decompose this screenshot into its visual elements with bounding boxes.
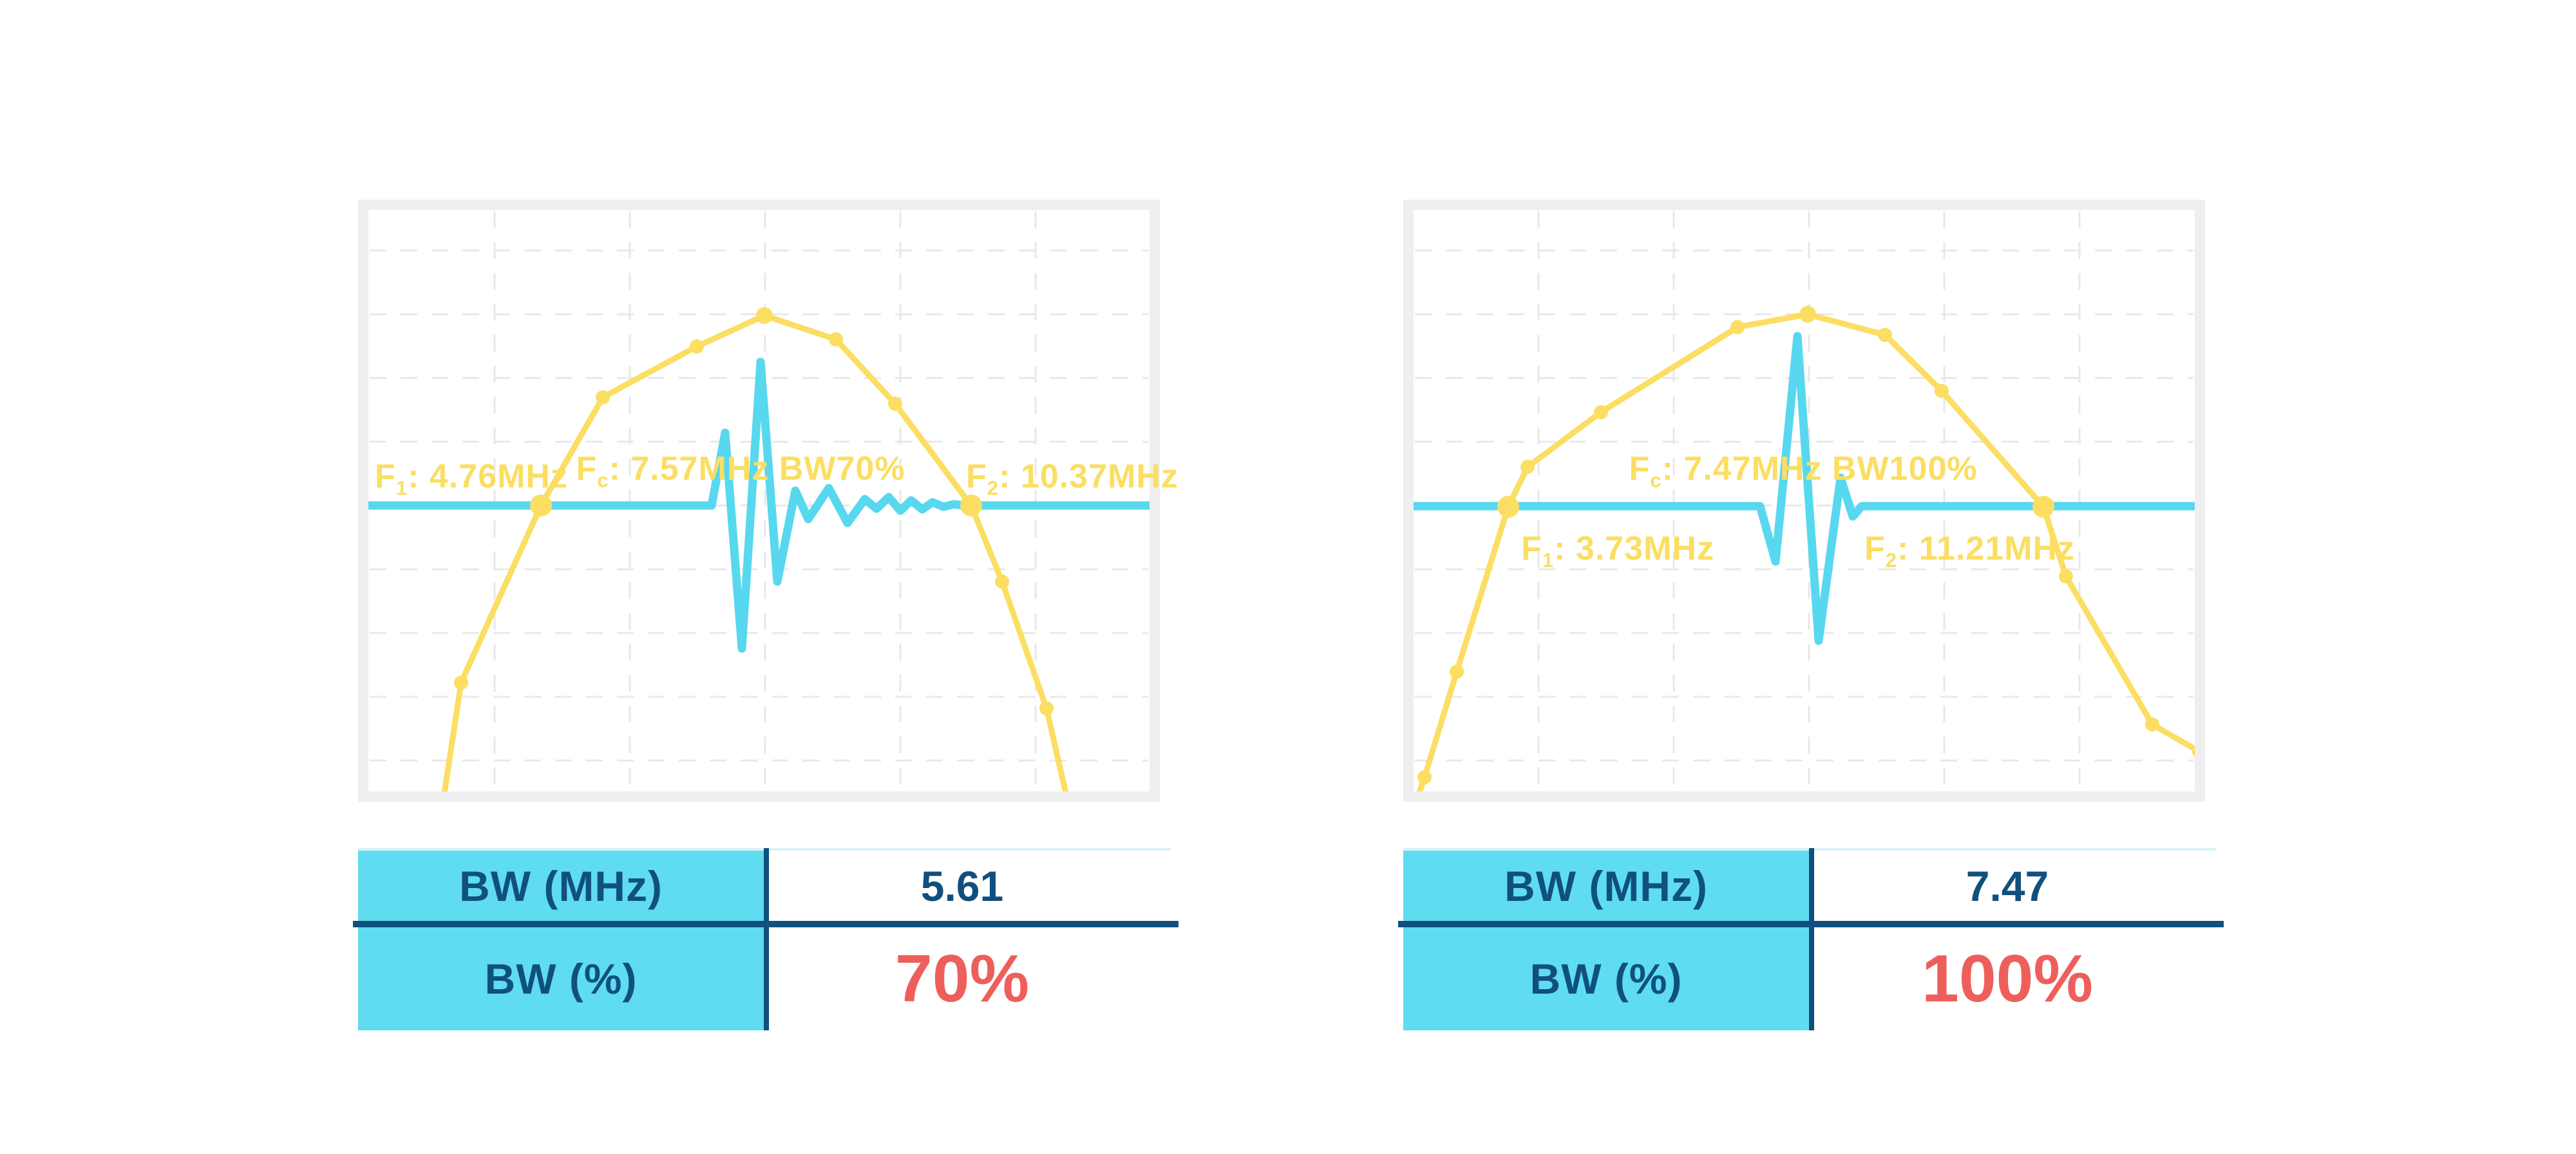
f1-value-text: : 3.73MHz [1554, 530, 1714, 567]
fc-symbol: F [1629, 450, 1651, 487]
spectrum-chart-100pct-svg [1403, 200, 2205, 802]
center-frequency-label: Fc: 7.47MHz BW100% [1629, 449, 1977, 492]
f1-symbol: F [1521, 530, 1542, 567]
bandwidth-table-70pct: BW (MHz) 5.61 BW (%) 70% [353, 848, 1179, 1030]
f2-subscript: 2 [987, 477, 999, 500]
f1-symbol: F [375, 458, 396, 495]
f2-value-text: : 11.21MHz [1897, 530, 2076, 567]
bw-pct-value-cell: 100% [1922, 941, 2093, 1016]
spectrum-chart-100pct: Fc: 7.47MHz BW100% F1: 3.73MHz F2: 11.21… [1403, 200, 2205, 802]
bw-pct-label-cell: BW (%) [358, 927, 764, 1030]
f2-subscript: 2 [1885, 549, 1898, 572]
center-frequency-label: Fc: 7.57MHz BW70% [576, 449, 905, 492]
f2-symbol: F [1864, 530, 1886, 567]
fc-subscript: c [597, 469, 609, 492]
f2-label: F2: 11.21MHz [1864, 529, 2075, 572]
f1-subscript: 1 [1542, 549, 1555, 572]
bw-pct-value-cell: 70% [895, 941, 1030, 1016]
bw-mhz-label-cell: BW (MHz) [358, 851, 764, 921]
bw-mhz-label-cell: BW (MHz) [1403, 851, 1809, 921]
bandwidth-table-100pct: BW (MHz) 7.47 BW (%) 100% [1398, 848, 2224, 1030]
f2-value-text: : 10.37MHz [999, 458, 1179, 495]
bw-pct-label-cell: BW (%) [1403, 927, 1809, 1030]
bw-mhz-value-cell: 5.61 [920, 862, 1004, 910]
fc-value-text: : 7.57MHz BW70% [609, 450, 905, 487]
spectrum-chart-70pct-svg [358, 200, 1160, 802]
bw-mhz-value-cell: 7.47 [1965, 862, 2049, 910]
f1-label: F1: 4.76MHz [375, 457, 568, 500]
fc-value-text: : 7.47MHz BW100% [1662, 450, 1978, 487]
fc-symbol: F [576, 450, 598, 487]
f1-value-text: : 4.76MHz [408, 458, 568, 495]
f1-subscript: 1 [395, 477, 408, 500]
fc-subscript: c [1650, 469, 1662, 492]
f2-label: F2: 10.37MHz [966, 457, 1179, 500]
f1-label: F1: 3.73MHz [1521, 529, 1714, 572]
column-separator-line [1809, 848, 1814, 1030]
spectrum-chart-70pct: Fc: 7.57MHz BW70% F1: 4.76MHz F2: 10.37M… [358, 200, 1178, 802]
f2-symbol: F [966, 458, 987, 495]
column-separator-line [764, 848, 769, 1030]
